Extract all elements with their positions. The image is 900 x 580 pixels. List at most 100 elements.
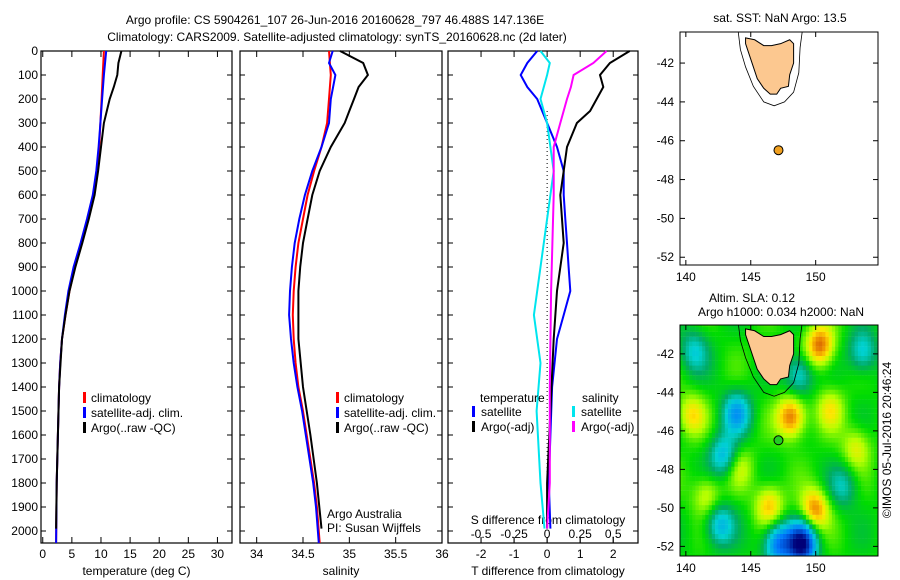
- sla-cell: [864, 548, 868, 554]
- sla-cell: [838, 500, 842, 506]
- sla-cell: [702, 423, 706, 429]
- sla-cell: [698, 466, 703, 472]
- sla-cell: [828, 548, 833, 554]
- sla-cell: [831, 490, 836, 496]
- sla-cell: [809, 509, 813, 515]
- sla-cell: [854, 428, 859, 433]
- sla-cell: [799, 394, 803, 400]
- sla-cell: [789, 519, 794, 525]
- sla-cell: [715, 336, 719, 342]
- sla-cell: [809, 543, 813, 549]
- sla-cell: [874, 509, 878, 515]
- sla-cell: [731, 485, 735, 491]
- sla-cell: [747, 423, 752, 429]
- sla-cell: [708, 375, 713, 381]
- sla-cell: [680, 403, 683, 409]
- sla-cell: [708, 351, 713, 356]
- sla-cell: [721, 336, 726, 342]
- sla-cell: [809, 399, 813, 405]
- sla-cell: [689, 384, 693, 390]
- sla-cell: [796, 394, 800, 400]
- sla-cell: [750, 529, 755, 534]
- sla-cell: [760, 432, 765, 438]
- sla-cell: [728, 326, 732, 332]
- sla-cell: [692, 325, 696, 328]
- sla-cell: [708, 370, 713, 376]
- sla-cell: [744, 408, 748, 414]
- sla-cell: [731, 379, 735, 385]
- sla-cell: [705, 456, 709, 462]
- sla-cell: [708, 437, 713, 443]
- sla-cell: [728, 336, 732, 342]
- sla-cell: [728, 346, 732, 352]
- sla-cell: [870, 509, 875, 515]
- sla-cell: [841, 384, 846, 390]
- sla-cell: [724, 437, 729, 443]
- sla-cell: [773, 514, 778, 520]
- sla-cell: [857, 538, 862, 544]
- sla-cell: [731, 360, 735, 366]
- sla-cell: [728, 428, 732, 433]
- sla-cell: [744, 413, 748, 419]
- lon-tick-label: 145: [741, 270, 761, 284]
- sla-cell: [780, 326, 784, 332]
- sla-cell: [715, 466, 719, 472]
- sla-cell: [728, 509, 732, 515]
- sla-cell: [731, 437, 735, 443]
- sla-cell: [770, 413, 774, 419]
- sla-cell: [848, 533, 852, 539]
- sla-cell: [841, 485, 846, 491]
- sla-cell: [786, 394, 791, 400]
- sla-cell: [822, 452, 826, 458]
- sla-cell: [822, 543, 826, 549]
- sla-cell: [799, 403, 803, 409]
- sla-cell: [844, 476, 849, 482]
- sla-cell: [776, 543, 781, 549]
- sla-cell: [680, 413, 683, 419]
- sla-cell: [831, 423, 836, 429]
- lon-tick-label: 150: [806, 561, 826, 575]
- sla-cell: [805, 519, 810, 525]
- sla-cell: [747, 524, 752, 530]
- sla-cell: [728, 490, 732, 496]
- sla-cell: [854, 326, 859, 332]
- sla-cell: [851, 548, 855, 554]
- sla-cell: [793, 495, 797, 501]
- sla-cell: [763, 399, 768, 405]
- sla-cell: [809, 452, 813, 458]
- sla-cell: [692, 447, 696, 453]
- sla-cell: [861, 452, 865, 458]
- sla-cell: [750, 480, 755, 486]
- sla-cell: [689, 529, 693, 534]
- sla-cell: [822, 437, 826, 443]
- sla-cell: [692, 326, 696, 332]
- sla-cell: [702, 524, 706, 530]
- sla-cell: [682, 403, 687, 409]
- sla-cell: [680, 325, 683, 328]
- sla-cell: [715, 389, 719, 395]
- sla-cell: [867, 418, 872, 424]
- sla-cell: [731, 471, 735, 477]
- sla-cell: [741, 336, 745, 342]
- sla-cell: [848, 379, 852, 385]
- depth-tick-label: 1600: [11, 428, 38, 442]
- sla-cell: [864, 495, 868, 501]
- sla-cell: [870, 553, 875, 556]
- sla-cell: [728, 423, 732, 429]
- sla-cell: [705, 423, 709, 429]
- sla-cell: [728, 452, 732, 458]
- lon-tick-label: 140: [676, 561, 696, 575]
- sla-cell: [695, 519, 700, 525]
- sla-cell: [760, 485, 765, 491]
- sla-cell: [844, 466, 849, 472]
- sla-cell: [786, 326, 791, 332]
- sla-cell: [702, 452, 706, 458]
- sla-cell: [835, 418, 839, 424]
- sla-cell: [864, 533, 868, 539]
- sla-cell: [744, 461, 748, 467]
- sla-cell: [705, 360, 709, 366]
- sla-cell: [783, 480, 787, 486]
- sla-cell: [870, 461, 875, 467]
- sla-cell: [841, 514, 846, 520]
